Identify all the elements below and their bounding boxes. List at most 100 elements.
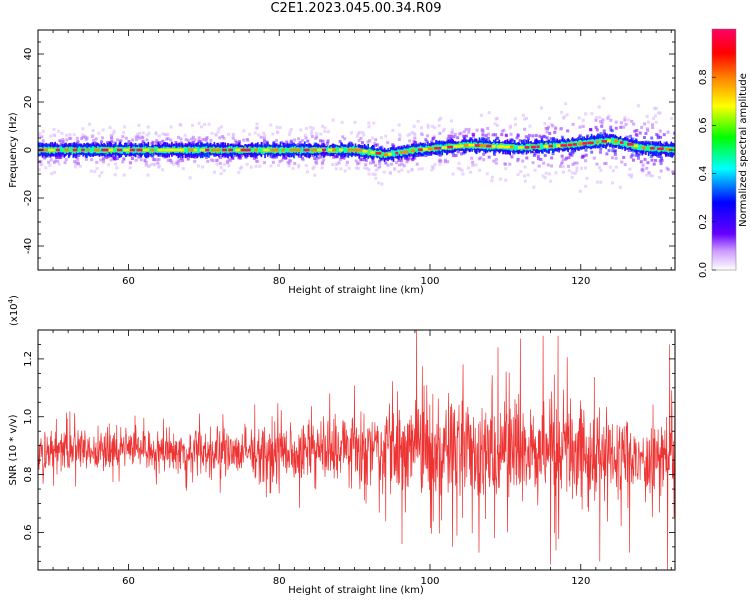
heat-cell (344, 147, 347, 153)
heat-cell (525, 117, 529, 121)
heat-cell (413, 133, 417, 137)
heat-cell (227, 164, 231, 168)
heat-cell (219, 165, 223, 169)
heat-cell (137, 123, 141, 127)
heat-cell (378, 146, 382, 150)
heat-cell (523, 117, 527, 121)
heat-cell (222, 136, 226, 140)
heat-cell (47, 160, 51, 164)
heat-cell (493, 122, 497, 126)
heat-cell (372, 121, 376, 125)
heat-cell (508, 162, 512, 166)
heat-cell (582, 154, 586, 158)
snr-panel: 60 80 100 120 0.6 0.8 1.0 1.2 Height of straig… (7, 295, 676, 596)
heat-cell (147, 164, 151, 168)
heat-cell (273, 155, 277, 159)
heat-cell (606, 116, 610, 120)
heat-cell (83, 144, 87, 148)
heat-cell (336, 147, 339, 154)
heat-cell (312, 165, 316, 169)
heat-cell (90, 158, 94, 162)
heat-cell (415, 162, 419, 166)
heat-cell (374, 176, 378, 180)
heat-cell (595, 128, 599, 132)
heat-cell (54, 147, 56, 152)
heat-cell (268, 147, 271, 153)
heat-cell (161, 139, 165, 143)
heat-cell (457, 161, 461, 165)
heat-cell (361, 130, 365, 134)
heat-cell (76, 140, 80, 144)
y-tick-label: -20 (23, 190, 34, 206)
heat-cell (110, 137, 114, 141)
heat-cell (76, 161, 80, 165)
heat-cell (599, 180, 603, 184)
heat-cell (516, 159, 520, 163)
heat-cell (530, 145, 536, 149)
heat-cell (553, 138, 557, 142)
heat-cell (612, 137, 615, 144)
heat-cell (77, 153, 81, 157)
heat-cell (92, 138, 96, 142)
heat-cell (529, 143, 531, 151)
heat-cell (198, 147, 200, 153)
heat-cell (278, 147, 281, 154)
heat-cell (367, 121, 371, 125)
heat-cell (510, 138, 514, 142)
heat-cell (420, 133, 424, 137)
heat-cell (239, 154, 243, 158)
heat-cell (373, 149, 376, 157)
heat-cell (369, 161, 373, 165)
heat-cell (663, 146, 665, 152)
heat-cell (525, 156, 529, 160)
heat-cell (237, 170, 241, 174)
heat-cell (327, 148, 333, 152)
heat-cell (384, 161, 388, 165)
spectral-band (38, 96, 675, 193)
heat-cell (278, 126, 282, 130)
heat-cell (397, 163, 401, 167)
heat-cell (642, 151, 646, 155)
heat-cell (503, 162, 507, 166)
heat-cell (360, 148, 362, 155)
heat-cell (122, 157, 126, 161)
heat-cell (309, 147, 312, 153)
heat-cell (516, 133, 520, 137)
heat-cell (295, 148, 301, 152)
heat-cell (649, 154, 653, 158)
heat-cell (275, 148, 279, 152)
heat-cell (598, 150, 602, 154)
heat-cell (654, 158, 658, 162)
heat-cell (434, 146, 442, 150)
heat-cell (518, 146, 524, 149)
heat-cell (353, 120, 357, 124)
heat-cell (553, 130, 557, 134)
heat-cell (157, 148, 163, 152)
heat-cell (482, 158, 486, 162)
heat-cell (190, 141, 194, 145)
heat-cell (73, 165, 77, 169)
heat-cell (209, 158, 213, 162)
heat-cell (147, 153, 151, 157)
heat-cell (425, 140, 429, 144)
heat-cell (41, 139, 45, 143)
heat-cell (91, 133, 95, 137)
heat-cell (474, 144, 482, 147)
heat-cell (486, 136, 490, 140)
heat-cell (446, 137, 450, 141)
heat-cell (645, 114, 649, 118)
heat-cell (105, 141, 109, 145)
heat-cell (403, 155, 407, 159)
heat-cell (468, 143, 475, 147)
heat-cell (71, 147, 74, 155)
heat-cell (311, 126, 315, 130)
heat-cell (300, 148, 303, 153)
heat-cell (81, 135, 85, 139)
heat-cell (138, 136, 142, 140)
heat-cell (358, 130, 362, 134)
heat-cell (598, 138, 601, 144)
heat-cell (641, 146, 646, 149)
heat-cell (658, 129, 662, 133)
heat-cell (382, 151, 385, 157)
heat-cell (479, 113, 483, 117)
